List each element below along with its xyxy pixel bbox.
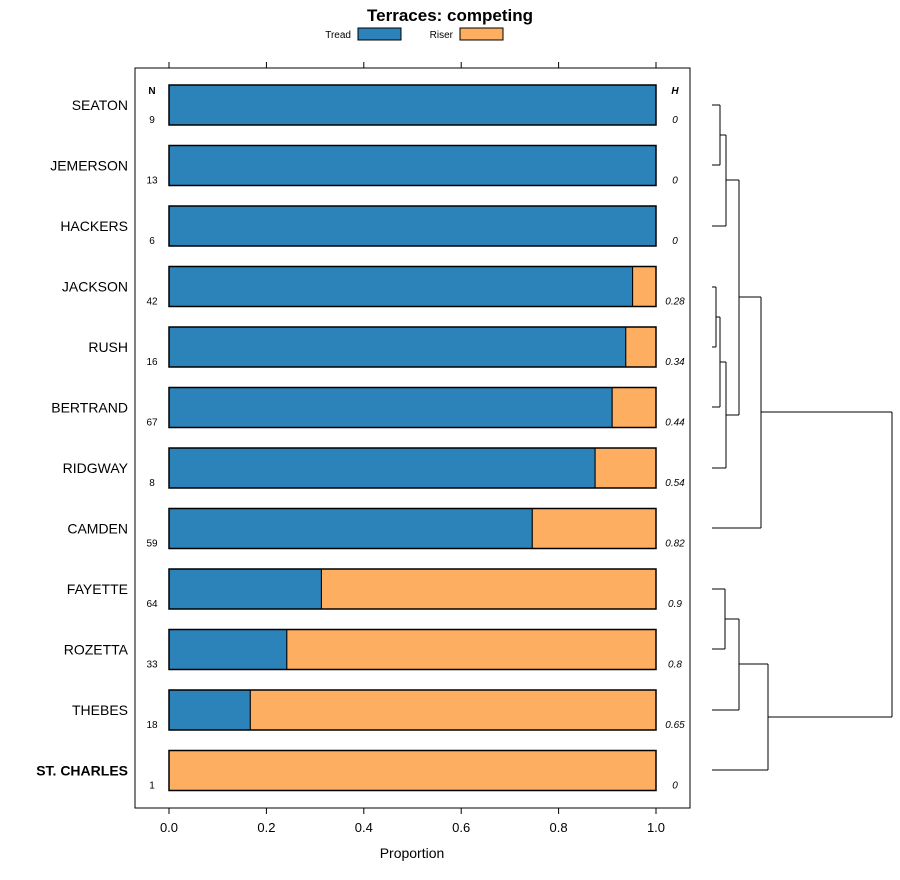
legend: Tread Riser: [325, 27, 504, 41]
row-label: BERTRAND: [51, 400, 128, 416]
h-value: 0.34: [665, 357, 685, 368]
h-value: 0: [672, 115, 678, 126]
row-label: FAYETTE: [67, 581, 128, 597]
bar-riser-5: [611, 387, 657, 428]
row-label: JACKSON: [62, 279, 128, 295]
n-value: 9: [149, 115, 155, 126]
h-value: 0.44: [665, 418, 685, 429]
bar-tread-10: [168, 689, 251, 731]
bar-outline-11: [168, 749, 657, 792]
row-label: SEATON: [72, 97, 128, 113]
dendrogram: [712, 104, 893, 771]
row-label: CAMDEN: [67, 521, 128, 537]
h-header: H: [671, 86, 679, 97]
legend-label-tread: Tread: [325, 30, 351, 41]
plot-panel: [134, 67, 691, 809]
h-value: 0.8: [668, 660, 682, 671]
bar-tread-7: [168, 508, 533, 549]
bar-riser-6: [594, 447, 657, 489]
bar-riser-3: [632, 266, 657, 307]
x-axis-label: Proportion: [380, 845, 445, 861]
bar-outline-6: [168, 447, 657, 489]
row-label: ST. CHARLES: [36, 763, 128, 779]
bar-outline-1: [168, 144, 657, 187]
bar-tread-0: [168, 84, 657, 126]
row-labels: SEATON JEMERSON HACKERS JACKSON RUSH BERTRAND…: [36, 97, 128, 779]
row-label: RUSH: [88, 339, 128, 355]
legend-label-riser: Riser: [430, 30, 454, 41]
n-value: 64: [146, 599, 158, 610]
chart-title: Terraces: competing: [367, 6, 533, 25]
bar-riser-10: [249, 689, 657, 731]
row-label: RIDGWAY: [63, 460, 129, 476]
n-value: 6: [149, 236, 155, 247]
h-value: 0: [672, 781, 678, 792]
bar-outline-9: [168, 628, 657, 671]
bar-outline-0: [168, 84, 657, 126]
bar-riser-9: [286, 629, 657, 670]
x-tick-label: 0.0: [160, 820, 178, 835]
bar-riser-11: [168, 750, 657, 791]
h-value: 0.65: [665, 720, 685, 731]
bar-outline-10: [168, 689, 657, 731]
n-value: 59: [146, 539, 158, 550]
n-value: 16: [146, 357, 158, 368]
n-value: 33: [146, 660, 158, 671]
bar-tread-5: [168, 387, 613, 428]
bar-outline-5: [168, 386, 657, 429]
row-label: JEMERSON: [50, 158, 128, 174]
bar-tread-1: [168, 145, 657, 186]
n-labels: N 9 13 6 42 16 67 8 59 64 33 18 1: [146, 86, 158, 792]
bar-tread-3: [168, 266, 634, 307]
h-value: 0: [672, 176, 678, 187]
n-value: 1: [149, 781, 155, 792]
h-value: 0.82: [665, 539, 685, 550]
x-tick-label: 0.2: [257, 820, 275, 835]
bar-riser-4: [625, 326, 657, 368]
n-value: 13: [146, 176, 158, 187]
legend-swatch-tread: [357, 27, 402, 41]
x-tick-label: 0.8: [550, 820, 568, 835]
bar-tread-9: [168, 629, 288, 670]
x-tick-label: 1.0: [647, 820, 665, 835]
legend-swatch-riser: [459, 27, 504, 41]
bar-tread-4: [168, 326, 627, 368]
bar-tread-2: [168, 205, 657, 247]
bar-outline-3: [168, 265, 657, 308]
n-header: N: [148, 86, 155, 97]
row-label: ROZETTA: [64, 642, 129, 658]
bar-outline-2: [168, 205, 657, 247]
axes: 0.0 0.2 0.4 0.6 0.8 1.0: [160, 62, 665, 835]
row-label: THEBES: [72, 702, 128, 718]
bars: [168, 84, 657, 792]
h-labels: H 0 0 0 0.28 0.34 0.44 0.54 0.82 0.9 0.8 0.65 0: [665, 86, 685, 792]
x-tick-label: 0.6: [452, 820, 470, 835]
x-tick-label: 0.4: [355, 820, 373, 835]
bar-outline-4: [168, 326, 657, 368]
bar-outline-7: [168, 507, 657, 550]
n-value: 8: [149, 478, 155, 489]
h-value: 0.9: [668, 599, 682, 610]
n-value: 42: [146, 297, 158, 308]
n-value: 18: [146, 720, 158, 731]
bar-tread-8: [168, 568, 322, 610]
h-value: 0.54: [665, 478, 685, 489]
h-value: 0: [672, 236, 678, 247]
bar-outline-8: [168, 568, 657, 610]
h-value: 0.28: [665, 297, 685, 308]
bar-riser-7: [531, 508, 657, 549]
bar-riser-8: [320, 568, 657, 610]
n-value: 67: [146, 418, 158, 429]
bar-tread-6: [168, 447, 596, 489]
row-label: HACKERS: [60, 218, 128, 234]
